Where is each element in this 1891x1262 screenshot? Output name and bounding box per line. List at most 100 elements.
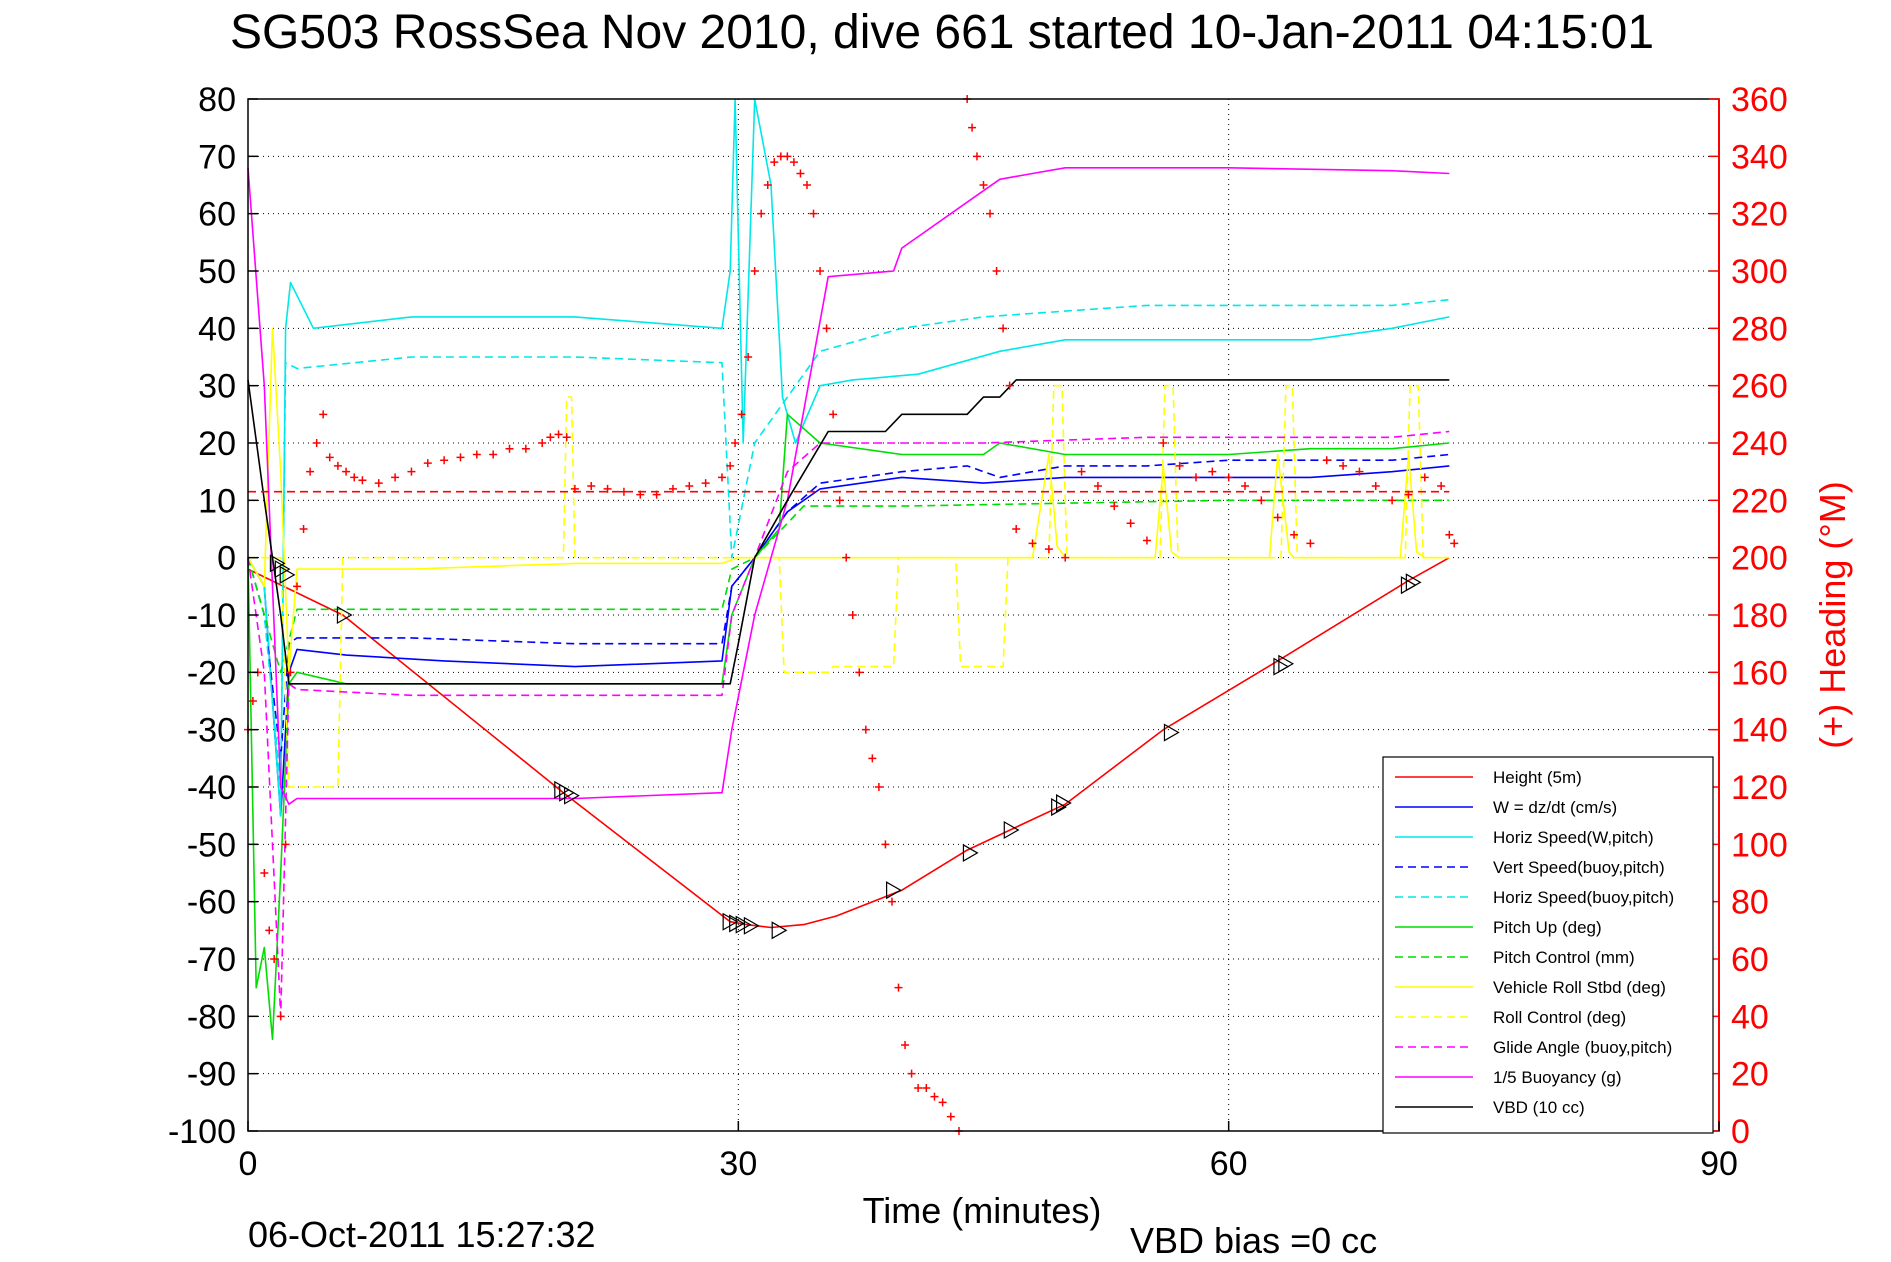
heading-point (901, 1041, 910, 1049)
legend-label: Pitch Control (mm) (1493, 948, 1635, 967)
right-tick-label: 200 (1731, 540, 1788, 578)
heading-point (701, 479, 710, 488)
x-tick-label: 90 (1700, 1145, 1738, 1183)
heading-point (293, 582, 302, 591)
left-tick-label: -90 (187, 1056, 236, 1094)
right-tick-label: 140 (1731, 712, 1788, 750)
heading-point (668, 484, 677, 493)
heading-point (652, 490, 661, 499)
heading-point (1175, 461, 1184, 470)
left-tick-label: -50 (187, 826, 236, 864)
height-marker (886, 881, 902, 900)
heading-point (938, 1098, 947, 1107)
heading-point (1110, 502, 1119, 511)
heading-point (750, 267, 759, 275)
heading-point (1044, 545, 1053, 554)
x-tick-label: 60 (1210, 1145, 1248, 1183)
series-line-roll-control-deg (248, 384, 1450, 788)
height-markers (269, 554, 1422, 940)
height-marker (1278, 654, 1295, 673)
heading-point (570, 484, 579, 493)
heading-point (757, 209, 766, 218)
series-line-horiz-speed-buoy-pitch (247, 298, 1450, 788)
heading-point (1142, 536, 1151, 545)
heading-point (265, 926, 274, 935)
heading-point (992, 267, 1001, 275)
right-tick-label: 160 (1731, 654, 1788, 692)
heading-point (968, 123, 977, 132)
height-marker (1051, 798, 1067, 817)
x-tick-label: 0 (239, 1145, 258, 1183)
heading-point (350, 473, 359, 482)
heading-point (1093, 482, 1102, 490)
height-marker (771, 921, 788, 940)
right-tick-label: 360 (1731, 81, 1788, 119)
heading-point (342, 467, 351, 476)
heading-point (1126, 519, 1135, 528)
heading-point (1077, 467, 1086, 476)
heading-point (270, 955, 279, 963)
heading-point (816, 267, 825, 275)
heading-point (842, 553, 851, 562)
height-marker (1400, 576, 1417, 595)
heading-point (306, 467, 315, 476)
heading-point (770, 158, 779, 167)
heading-point (423, 459, 432, 468)
legend: Height (5m) W = dz/dt (cm/s) Horiz Speed(W… (1382, 756, 1714, 1134)
series-line-1-5-buoyancy-g (247, 167, 1450, 806)
x-tick-label: 30 (719, 1145, 757, 1183)
heading-point (802, 181, 811, 189)
heading-point (1322, 456, 1331, 465)
legend-label: Pitch Up (deg) (1493, 918, 1602, 937)
x-axis: 0 30 60 90 (239, 1121, 1738, 1183)
left-tick-label: 10 (198, 482, 236, 520)
series-line-vehicle-roll-stbd-deg (247, 327, 1450, 674)
heading-point (986, 209, 995, 218)
heading-point (391, 473, 400, 482)
heading-point (930, 1092, 939, 1101)
heading-point (907, 1069, 916, 1078)
heading-point (260, 869, 269, 877)
height-marker (279, 565, 296, 584)
series-line-horiz-speed-w-pitch (247, 98, 1450, 817)
heading-point (796, 169, 805, 178)
heading-point (374, 479, 383, 488)
heading-point (1420, 473, 1429, 482)
left-y-axis: 80 70 60 50 40 30 20 10 0 -10 -20 -30 -40 -50 -60 -70 -8… (168, 81, 258, 1151)
series-line-pitch-up-deg (247, 413, 1450, 1041)
heading-point (1005, 381, 1014, 390)
legend-label: W = dz/dt (cm/s) (1493, 798, 1617, 817)
height-marker (564, 786, 580, 805)
heading-point (538, 439, 547, 447)
legend-label: Vehicle Roll Stbd (deg) (1493, 978, 1666, 997)
heading-point (1273, 513, 1282, 522)
heading-point (1355, 467, 1364, 476)
heading-point (546, 433, 555, 442)
heading-point (861, 725, 870, 734)
left-tick-label: -20 (187, 654, 236, 692)
heading-point (407, 467, 416, 476)
heading-point (874, 783, 883, 791)
heading-point (744, 353, 753, 361)
left-tick-label: -40 (187, 769, 236, 807)
heading-point (1437, 482, 1446, 490)
right-axis-label: (+) Heading (°M) (1812, 481, 1853, 748)
heading-point (835, 496, 844, 505)
right-y-axis: 3603403203002802602402202001801601401201… (1709, 81, 1788, 1151)
heading-point (922, 1084, 931, 1092)
heading-point (299, 525, 308, 533)
heading-point (1306, 539, 1315, 548)
height-marker (1055, 794, 1072, 813)
heading-point (881, 840, 890, 849)
right-tick-label: 240 (1731, 425, 1788, 463)
right-tick-label: 340 (1731, 138, 1788, 176)
heading-point (972, 152, 981, 161)
legend-label: Height (5m) (1493, 768, 1582, 787)
heading-point (717, 473, 726, 482)
left-tick-label: 40 (198, 310, 236, 348)
heading-point (358, 476, 367, 485)
right-tick-label: 280 (1731, 310, 1788, 348)
legend-label: Vert Speed(buoy,pitch) (1493, 858, 1665, 877)
series-line-glide-angle-buoy-pitch (247, 430, 1450, 1018)
right-tick-label: 40 (1731, 998, 1769, 1036)
